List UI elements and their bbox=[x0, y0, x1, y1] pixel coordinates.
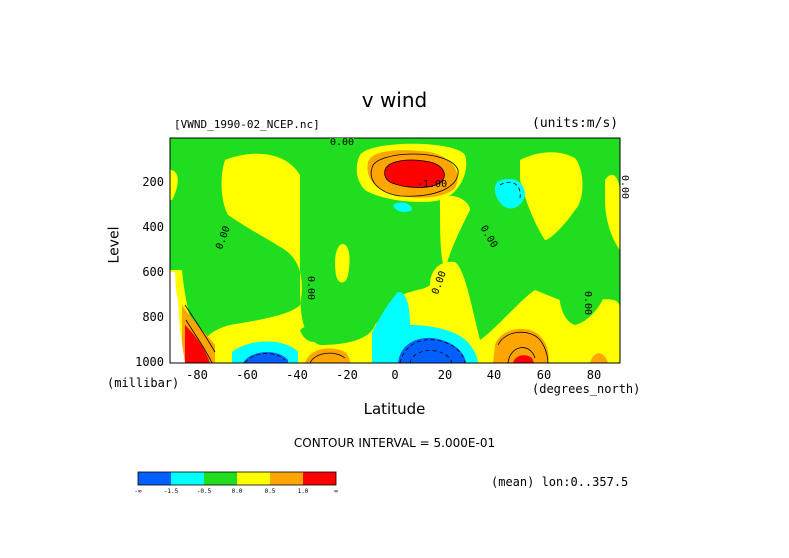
contour-label: 0.00 bbox=[619, 174, 631, 200]
colorbar-label: 1.0 bbox=[297, 488, 309, 495]
contour-label: -1.00 bbox=[417, 179, 448, 190]
x-tick-label: 60 bbox=[536, 368, 552, 382]
y-axis-unit: (millibar) bbox=[107, 376, 180, 390]
colorbar-swatch-orange bbox=[270, 472, 303, 485]
field-yellow-left-edge bbox=[170, 170, 178, 200]
x-axis-label: Latitude bbox=[363, 400, 426, 418]
contour-label: 0.00 bbox=[582, 290, 594, 316]
field-cyan-upper-right bbox=[494, 178, 525, 209]
field-red-sw bbox=[185, 325, 210, 363]
colorbar-swatch-green bbox=[204, 472, 237, 485]
plot-frame bbox=[169, 137, 621, 364]
x-tick-label: -80 bbox=[186, 368, 208, 382]
chart-title: v wind bbox=[361, 88, 428, 112]
field-green-island-1 bbox=[419, 230, 436, 263]
y-axis-label: Level bbox=[106, 226, 123, 264]
field-yellow-right-top bbox=[520, 152, 583, 240]
colorbar-label: -1.5 bbox=[163, 488, 179, 495]
contour-label: 0.00 bbox=[305, 275, 317, 301]
field-yellow-right-edge bbox=[605, 174, 620, 250]
x-tick-label: 0 bbox=[391, 368, 399, 382]
field-missing-data bbox=[170, 272, 185, 363]
x-tick-label: 20 bbox=[437, 368, 453, 382]
colorbar-label: ∞ bbox=[334, 488, 338, 495]
field-yellow-top-right bbox=[440, 195, 470, 270]
field-yellow-south bbox=[195, 153, 620, 363]
field-orange-right-edge bbox=[590, 353, 608, 363]
field-blue-equator bbox=[398, 337, 466, 363]
colorbar bbox=[137, 471, 337, 486]
field-red-right bbox=[513, 355, 534, 363]
contour-interval-text: CONTOUR INTERVAL = 5.000E-01 bbox=[293, 436, 496, 450]
colorbar-swatch-yellow bbox=[237, 472, 270, 485]
colorbar-label: -∞ bbox=[134, 488, 142, 495]
y-tick-label: 200 bbox=[142, 175, 164, 189]
x-tick-label: -20 bbox=[336, 368, 358, 382]
colorbar-swatch-blue bbox=[138, 472, 171, 485]
field-orange-right bbox=[493, 328, 549, 363]
y-tick-label: 1000 bbox=[135, 355, 164, 369]
field-orange-mid-left bbox=[305, 348, 350, 363]
units-label: (units:m/s) bbox=[532, 116, 619, 131]
mean-text: (mean) lon:0..357.5 bbox=[491, 475, 629, 489]
field-blue-sw bbox=[243, 352, 288, 363]
y-tick-label: 800 bbox=[142, 310, 164, 324]
field-red-top bbox=[384, 160, 445, 188]
x-tick-label: -40 bbox=[286, 368, 308, 382]
x-tick-label: 40 bbox=[486, 368, 502, 382]
field-cyan-small-top bbox=[393, 202, 412, 213]
contour-label: 0.00 bbox=[330, 137, 355, 148]
field-yellow-mid-blob bbox=[335, 244, 350, 283]
x-tick-label: 80 bbox=[586, 368, 602, 382]
field-green-island-3 bbox=[300, 325, 322, 342]
y-tick-label: 400 bbox=[142, 220, 164, 234]
x-tick-label: -60 bbox=[236, 368, 258, 382]
colorbar-swatch-cyan bbox=[171, 472, 204, 485]
x-axis-unit: (degrees_north) bbox=[532, 382, 641, 396]
colorbar-label: 0.5 bbox=[264, 488, 276, 495]
file-label: [VWND_1990-02_NCEP.nc] bbox=[174, 118, 320, 131]
y-tick-label: 600 bbox=[142, 265, 164, 279]
field-green-island-2 bbox=[558, 248, 611, 325]
colorbar-swatch-red bbox=[303, 472, 336, 485]
colorbar-label: -0.5 bbox=[196, 488, 212, 495]
colorbar-label: 0.0 bbox=[231, 488, 243, 495]
